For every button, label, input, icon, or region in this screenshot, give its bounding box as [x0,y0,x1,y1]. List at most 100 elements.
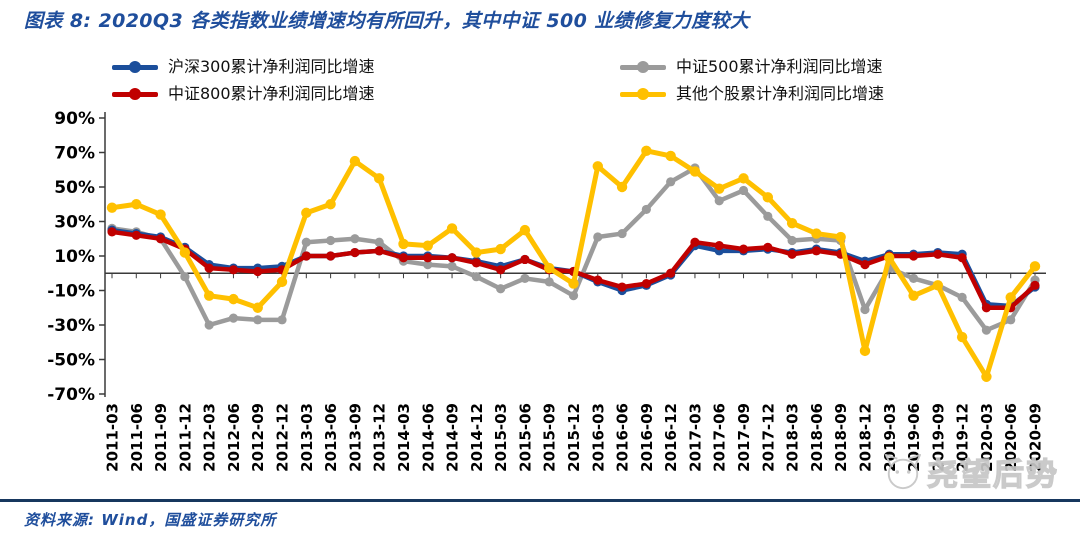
data-point [228,265,239,275]
legend-label-zz500: 中证500累计净利润同比增速 [676,57,883,76]
data-point [253,266,263,277]
x-tick-label: 2017-06 [711,403,729,472]
data-point [908,273,919,284]
data-point [762,192,774,203]
x-tick-label: 2012-09 [249,403,267,472]
data-point [763,211,773,221]
data-point [180,272,190,282]
x-tick-label: 2011-12 [176,403,194,472]
data-point [957,253,967,263]
data-point [568,291,579,301]
data-point [1029,261,1041,272]
data-point [519,224,531,236]
data-point [277,315,287,325]
legend-label-hs300: 沪深300累计净利润同比增速 [168,57,375,76]
data-point [1005,292,1016,303]
hs300-marker-icon [129,61,141,73]
data-point [496,265,506,275]
data-point [616,181,628,193]
x-tick-label: 2019-06 [905,403,923,472]
data-point [568,278,579,289]
x-tick-label: 2012-06 [225,403,243,472]
y-tick-label: 30% [54,213,95,233]
y-tick-label: -50% [47,351,95,371]
y-tick-label: 10% [54,247,95,267]
x-tick-label: 2014-12 [468,403,486,472]
data-point [956,331,968,343]
data-point [179,247,191,258]
data-point [592,161,603,172]
data-point [446,223,458,234]
x-tick-label: 2014-09 [444,403,462,472]
data-point [738,244,749,254]
data-point [155,234,166,244]
series-3 [106,145,1041,382]
page-title: 图表 8: 2020Q3 各类指数业绩增速均有所回升，其中中证 500 业绩修复… [24,10,750,32]
data-point [374,237,384,247]
y-tick-label: -10% [47,282,95,302]
data-point [350,247,360,258]
x-tick-label: 2017-09 [735,403,753,472]
data-point [495,243,506,255]
footer-divider [0,499,1080,502]
data-point [933,249,943,259]
data-point [228,293,239,305]
y-tick-label: -30% [47,316,95,336]
data-point [471,258,481,268]
x-tick-label: 2011-06 [128,403,146,472]
data-point [107,227,117,237]
zz500-marker-icon [637,61,649,73]
x-tick-label: 2016-03 [589,403,607,472]
data-point [689,166,701,177]
data-point [520,273,530,284]
data-point [981,303,992,313]
x-tick-label: 2012-12 [274,403,292,472]
data-point [106,202,118,213]
x-tick-label: 2017-03 [686,403,704,472]
data-point [787,235,797,246]
data-point [763,242,773,252]
data-point [738,185,749,196]
x-tick-label: 2011-09 [152,403,170,472]
x-axis-labels: 2011-03 2011-06 2011-09 2011-12 2012-03 2012-… [104,403,1045,472]
data-point [860,304,870,315]
data-point [666,268,676,278]
data-point [228,313,239,323]
data-point [981,371,992,382]
data-point [447,253,457,263]
data-point [496,284,506,294]
data-point [641,279,651,289]
data-point [301,237,311,247]
x-tick-label: 2013-09 [346,403,364,472]
legend-item-others: 其他个股累计净利润同比增速 [620,85,884,103]
data-point [520,254,530,265]
x-tick-label: 2018-03 [784,403,802,472]
legend-label-zz800: 中证800累计净利润同比增速 [168,84,375,103]
x-tick-label: 2018-09 [832,403,850,472]
legend-item-zz500: 中证500累计净利润同比增速 [620,58,884,76]
data-point [981,325,992,335]
data-point [593,275,603,285]
data-point [908,290,919,301]
series-1 [107,163,1040,335]
data-point [204,320,214,330]
data-point [884,252,895,263]
x-tick-label: 2020-09 [1027,403,1045,472]
x-tick-label: 2020-03 [978,403,996,472]
data-point [714,196,724,206]
data-point [811,228,822,239]
x-tick-label: 2018-12 [856,403,874,472]
data-point [714,241,724,251]
data-point [786,218,798,229]
x-tick-label: 2018-06 [808,403,826,472]
data-point [301,207,312,219]
x-tick-label: 2017-12 [759,403,777,472]
x-tick-label: 2015-09 [541,403,559,472]
others-line-swatch-icon [620,88,666,100]
data-point [131,199,142,210]
legend-item-hs300: 沪深300累计净利润同比增速 [112,58,620,76]
data-point [325,199,336,210]
data-point [276,276,288,288]
